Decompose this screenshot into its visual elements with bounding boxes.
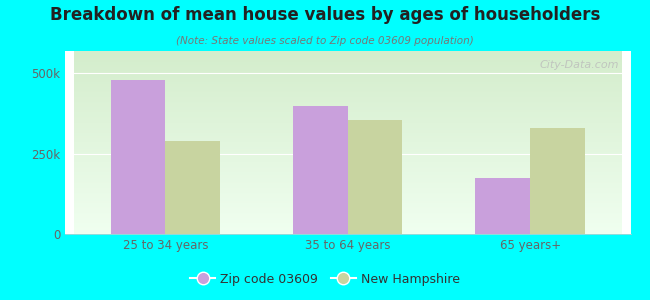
Bar: [293, 106, 348, 234]
Bar: [530, 128, 585, 234]
Legend: Zip code 03609, New Hampshire: Zip code 03609, New Hampshire: [185, 268, 465, 291]
Text: Breakdown of mean house values by ages of householders: Breakdown of mean house values by ages o…: [50, 6, 600, 24]
Bar: [111, 80, 165, 234]
Bar: [165, 141, 220, 234]
Bar: [348, 120, 402, 234]
Text: City-Data.com: City-Data.com: [540, 60, 619, 70]
Text: (Note: State values scaled to Zip code 03609 population): (Note: State values scaled to Zip code 0…: [176, 36, 474, 46]
Bar: [475, 178, 530, 234]
